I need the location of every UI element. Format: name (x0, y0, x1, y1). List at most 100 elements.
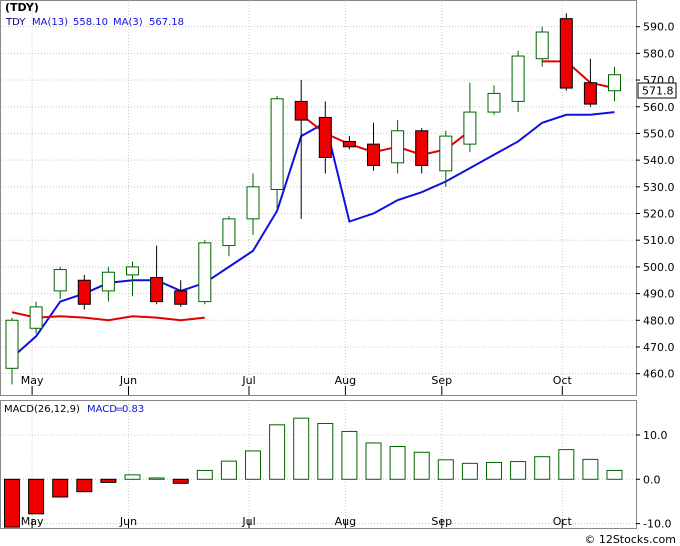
macd-bar (76, 478, 93, 493)
macd-month-label: May (21, 515, 44, 528)
macd-bar (28, 478, 45, 515)
macd-bar (196, 469, 213, 480)
macd-bar (413, 451, 430, 480)
candle-body (511, 55, 525, 102)
macd-bar (245, 450, 261, 480)
macd-bar (461, 462, 478, 480)
candle-body (222, 218, 236, 247)
macd-bar (558, 449, 575, 480)
candlesticks (5, 13, 621, 385)
candle-body (5, 319, 19, 369)
candle-body (487, 92, 501, 113)
candle-body (439, 135, 453, 172)
price-y-tick-label: 540.0 (643, 154, 675, 167)
price-y-tick-label: 560.0 (643, 101, 675, 114)
macd-bar (486, 461, 502, 480)
candle-body (318, 116, 332, 158)
price-grid (2, 2, 636, 395)
price-month-label: Oct (553, 374, 573, 387)
macd-legend: MACD(26,12,9) MACD = 0.83 (4, 404, 144, 415)
macd-bar (220, 460, 237, 480)
candle-body (101, 271, 115, 292)
price-month-label: May (21, 374, 44, 387)
macd-bar (52, 478, 69, 498)
macd-month-label: Aug (335, 515, 356, 528)
macd-panel-label: MACD(26,12,9) (4, 404, 80, 415)
price-month-label: Aug (335, 374, 356, 387)
candle-body (53, 269, 67, 292)
macd-bar (341, 430, 358, 480)
macd-bar (293, 417, 310, 480)
price-y-axis: 460.0 470.0 480.0 490.0 500.0 510.0 520.0 530.0… (636, 21, 675, 381)
candle-body (294, 100, 308, 121)
candle-body (246, 186, 260, 220)
macd-bar (510, 461, 527, 480)
price-y-tick-label: 490.0 (643, 288, 675, 301)
candle-body (367, 143, 380, 166)
last-price-label: 571.8 (642, 85, 674, 98)
price-panel (0, 0, 637, 396)
legend-ma13-value: 558.10 (73, 17, 108, 28)
price-y-tick-label: 460.0 (643, 368, 675, 381)
candle-body (77, 279, 91, 305)
candle-body (174, 290, 188, 305)
chart-title: (TDY) (5, 1, 39, 14)
candle-body (559, 18, 573, 89)
macd-bar (606, 469, 623, 480)
copyright-footer: © 12Stocks.com (584, 533, 676, 546)
candle-body (415, 130, 429, 166)
macd-bar (4, 478, 20, 528)
price-x-axis: May Jun Jul Aug Sep Oct (21, 374, 573, 395)
candle-body (29, 306, 43, 329)
macd-bar (389, 446, 406, 480)
legend-ma3-value: 567.18 (149, 17, 184, 28)
macd-month-label: Jul (241, 515, 255, 528)
macd-bar (365, 442, 382, 480)
price-month-label: Jul (241, 374, 255, 387)
price-y-tick-label: 520.0 (643, 208, 675, 221)
macd-bar (172, 478, 189, 484)
legend-ma13-label: MA(13) (32, 17, 68, 28)
price-y-tick-label: 500.0 (643, 261, 675, 274)
macd-bar (269, 424, 286, 480)
macd-x-axis: May Jun Jul Aug Sep Oct (21, 515, 573, 528)
legend-ma3-label: MA(3) (113, 17, 143, 28)
macd-bars (4, 417, 623, 528)
price-y-tick-label: 580.0 (643, 47, 675, 60)
price-y-tick-label: 530.0 (643, 181, 675, 194)
candle-body (270, 98, 284, 190)
ma3-line (11, 311, 205, 322)
ma3-line (542, 60, 615, 90)
macd-bar (124, 474, 141, 480)
macd-bar (437, 459, 454, 480)
macd-value-equals: = (115, 404, 123, 415)
candle-body (126, 266, 139, 276)
macd-month-label: Oct (553, 515, 573, 528)
price-legend: TDY MA(13) 558.10 MA(3) 567.18 (5, 17, 184, 28)
candle-body (198, 242, 212, 303)
price-y-tick-label: 480.0 (643, 314, 675, 327)
price-y-tick-label: 470.0 (643, 341, 675, 354)
macd-y-tick-label: 0.0 (643, 473, 661, 486)
price-y-tick-label: 510.0 (643, 234, 675, 247)
candle-body (583, 82, 597, 105)
macd-bar (100, 478, 117, 483)
macd-bar (317, 422, 334, 480)
macd-month-label: Jun (119, 515, 137, 528)
macd-bar (148, 477, 165, 480)
price-month-label: Sep (431, 374, 452, 387)
candle-body (150, 277, 164, 303)
macd-value: 0.83 (122, 404, 144, 415)
last-price-tag: 571.8 (637, 82, 677, 99)
macd-y-tick-label: 10.0 (643, 429, 668, 442)
price-y-tick-label: 590.0 (643, 21, 675, 34)
price-month-label: Jun (119, 374, 137, 387)
macd-bar (534, 456, 551, 480)
candle-body (391, 130, 405, 164)
macd-month-label: Sep (431, 515, 452, 528)
candle-body (463, 111, 477, 145)
macd-value-label: MACD (87, 404, 117, 415)
macd-bar (582, 458, 599, 480)
price-y-tick-label: 550.0 (643, 127, 675, 140)
